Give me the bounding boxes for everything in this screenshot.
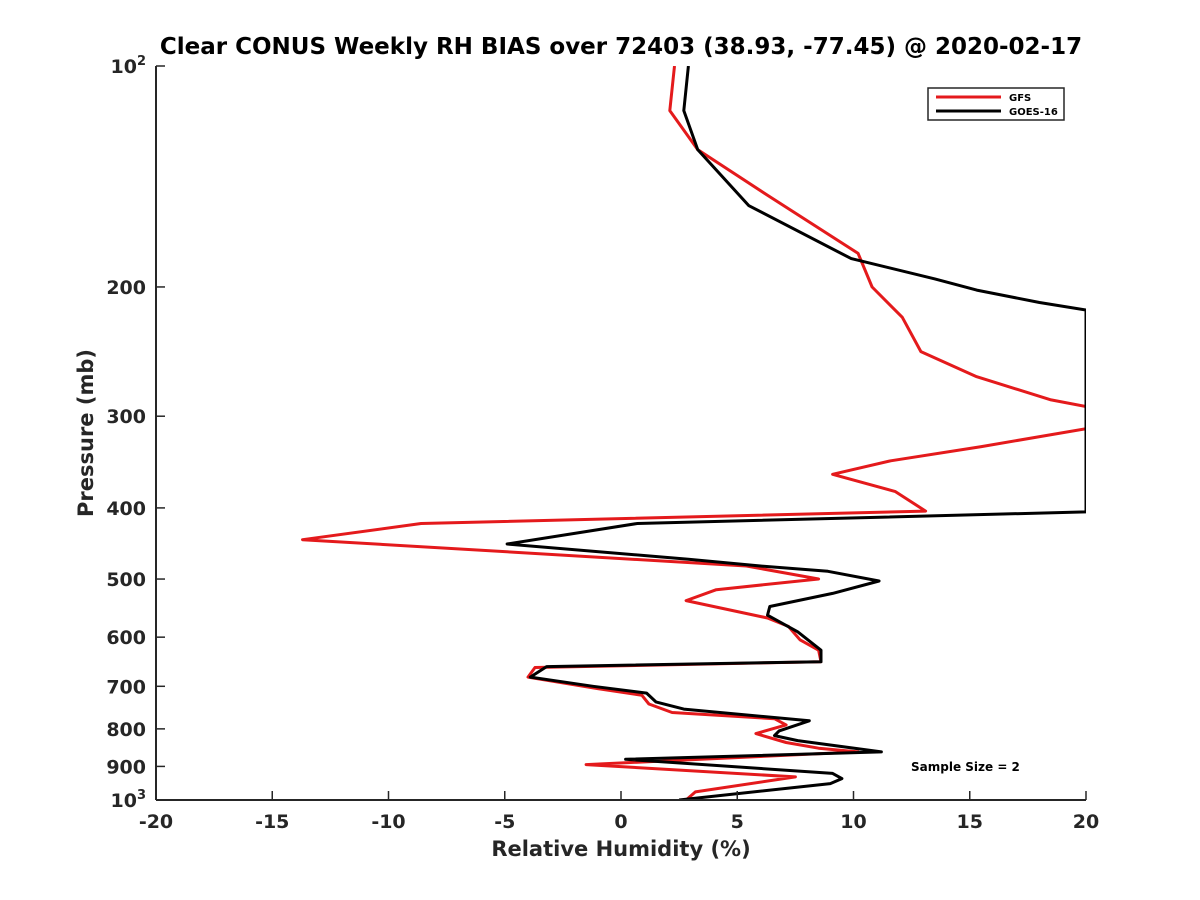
y-tick-label: 103 <box>111 788 147 812</box>
x-tick-label: 5 <box>731 811 744 833</box>
y-tick-label: 700 <box>106 676 146 698</box>
y-tick-label: 300 <box>106 406 146 428</box>
x-tick-label: 0 <box>614 811 627 833</box>
x-tick-label: 20 <box>1073 811 1099 833</box>
legend-label-gfs: GFS <box>1009 93 1031 104</box>
sample-size-annotation: Sample Size = 2 <box>911 760 1020 774</box>
plot-area: -20 -15 -10 -5 0 5 10 15 20 102 200 300 400 500 600 700… <box>106 54 1099 833</box>
y-tick-label: 500 <box>106 569 146 591</box>
axis-ticks: -20 -15 -10 -5 0 5 10 15 20 102 200 300 400 500 600 700… <box>106 54 1099 833</box>
series-line-gfs <box>301 66 1086 800</box>
chart-title: Clear CONUS Weekly RH BIAS over 72403 (3… <box>160 34 1082 60</box>
x-tick-label: -20 <box>139 811 173 833</box>
legend-label-goes16: GOES-16 <box>1009 107 1058 118</box>
y-tick-label: 900 <box>106 756 146 778</box>
x-axis-label: Relative Humidity (%) <box>491 837 750 861</box>
legend-box <box>927 87 1065 121</box>
x-tick-label: 15 <box>957 811 983 833</box>
x-tick-label: -5 <box>494 811 515 833</box>
y-axis-label: Pressure (mb) <box>74 349 98 517</box>
y-tick-label: 600 <box>106 627 146 649</box>
x-tick-label: -15 <box>255 811 289 833</box>
y-tick-label: 800 <box>106 719 146 741</box>
y-tick-label: 400 <box>106 498 146 520</box>
y-tick-label: 200 <box>106 277 146 299</box>
legend: GFS GOES-16 <box>927 87 1065 121</box>
series-line-goes16 <box>505 66 1086 800</box>
y-tick-label: 102 <box>111 54 147 78</box>
x-tick-label: 10 <box>840 811 866 833</box>
series-layer <box>301 66 1086 800</box>
x-tick-label: -10 <box>371 811 405 833</box>
